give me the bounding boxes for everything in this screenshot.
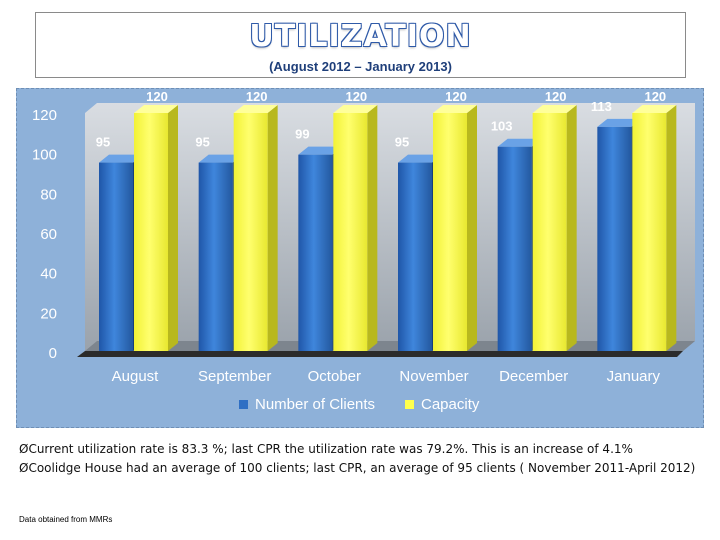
capacity-bar [532,113,567,351]
title-box: UTILIZATION (August 2012 – January 2013) [35,12,686,78]
clients-value-label: 99 [295,127,309,142]
capacity-bar-side [367,105,378,351]
capacity-bar-top [433,105,477,113]
y-tick-label: 100 [32,147,57,164]
capacity-value-label: 120 [246,89,268,104]
clients-bar-top [298,146,343,155]
clients-bar [99,162,133,351]
y-tick-label: 20 [40,305,57,322]
capacity-value-label: 120 [146,89,168,104]
capacity-bar-side [467,105,477,351]
clients-bar [597,126,632,351]
page-title: UTILIZATION [249,19,472,54]
clients-value-label: 95 [96,135,110,150]
y-tick-label: 0 [49,345,57,362]
clients-bar [398,162,432,351]
x-category-label: January [607,368,661,385]
note-average-clients: ØCoolidge House had an average of 100 cl… [19,461,696,475]
x-category-label: November [399,368,468,385]
y-tick-label: 40 [40,266,57,283]
capacity-bar [333,113,368,351]
capacity-bar [433,113,467,351]
page-subtitle: (August 2012 – January 2013) [269,59,452,74]
capacity-value-label: 120 [445,89,467,104]
x-category-label: October [308,368,361,385]
capacity-value-label: 120 [345,89,367,104]
capacity-bar-side [267,105,278,351]
clients-value-label: 113 [591,99,612,114]
capacity-bar-side [168,105,178,351]
clients-bar-top [597,118,642,127]
utilization-chart: 0 20 40 60 80 100 120 95 120 August 95 120 September… [32,89,695,413]
legend-swatch-capacity [405,400,414,409]
y-tick-label: 60 [40,226,57,243]
capacity-bar-side [566,105,577,351]
capacity-bar-top [532,105,577,113]
legend-swatch-clients [239,400,248,409]
capacity-bar-top [233,105,278,113]
clients-bar [198,162,233,351]
capacity-bar-side [666,105,677,351]
capacity-bar-top [632,105,677,113]
notes: ØCurrent utilization rate is 83.3 %; las… [19,440,699,478]
x-category-label: August [112,368,160,385]
capacity-bar-top [134,105,178,113]
note-utilization-rate: ØCurrent utilization rate is 83.3 %; las… [19,442,633,456]
x-category-label: December [499,368,568,385]
clients-value-label: 103 [491,119,513,134]
source-note: Data obtained from MMRs [19,515,113,524]
capacity-bar [632,113,667,351]
clients-value-label: 95 [395,135,409,150]
clients-bar-top [497,138,542,147]
clients-bar-top [99,154,143,163]
clients-bar-top [398,154,442,163]
clients-bar [497,146,532,351]
capacity-bar [134,113,168,351]
capacity-bar-top [333,105,378,113]
legend-label-clients: Number of Clients [255,396,375,413]
capacity-value-label: 120 [545,89,567,104]
clients-bar [298,154,333,351]
capacity-value-label: 120 [644,89,666,104]
clients-bar-top [198,154,243,163]
y-tick-label: 80 [40,186,57,203]
clients-value-label: 95 [195,135,209,150]
chart-panel: 0 20 40 60 80 100 120 95 120 August 95 120 September… [16,88,704,428]
capacity-bar [233,113,268,351]
legend-label-capacity: Capacity [421,396,480,413]
chart-floor [77,351,683,357]
y-tick-label: 120 [32,107,57,124]
x-category-label: September [198,368,271,385]
